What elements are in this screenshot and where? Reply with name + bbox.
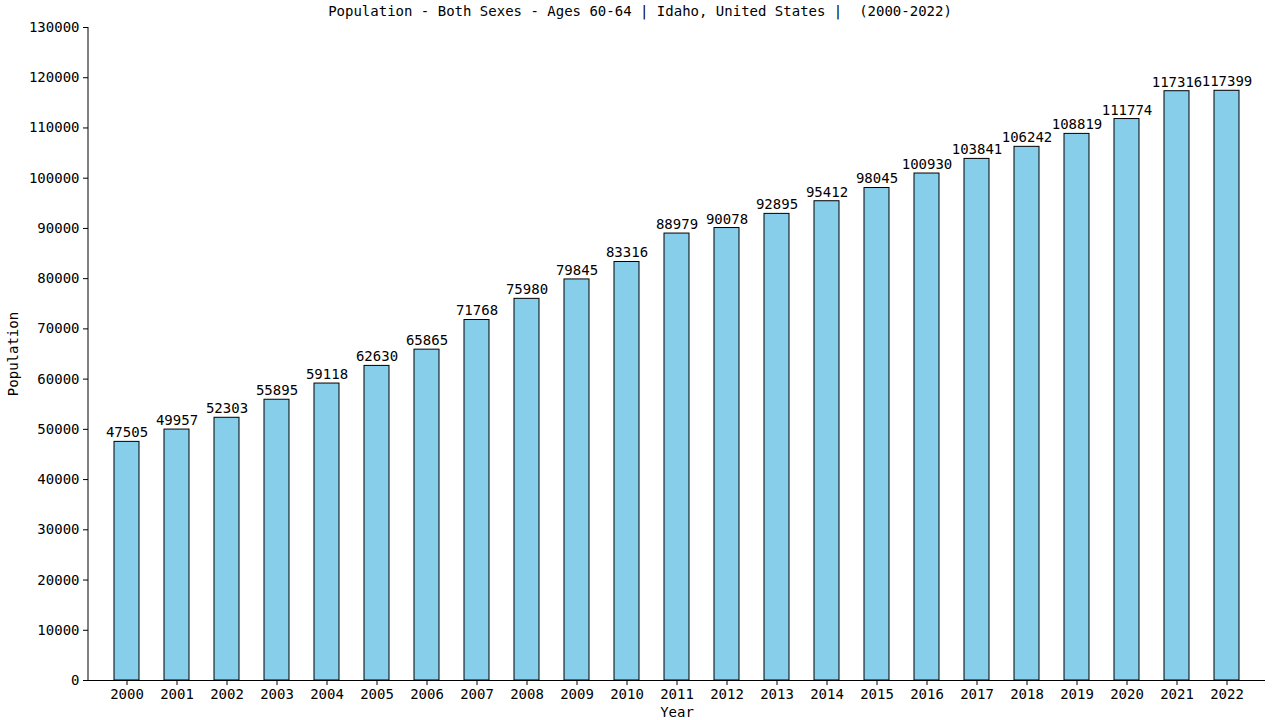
svg-text:110000: 110000 bbox=[29, 119, 80, 135]
svg-text:2006: 2006 bbox=[410, 686, 444, 702]
svg-text:10000: 10000 bbox=[37, 622, 79, 638]
svg-text:120000: 120000 bbox=[29, 69, 80, 85]
svg-text:117399: 117399 bbox=[1202, 73, 1253, 89]
svg-text:79845: 79845 bbox=[556, 262, 598, 278]
svg-text:2018: 2018 bbox=[1010, 686, 1044, 702]
svg-text:2014: 2014 bbox=[810, 686, 844, 702]
svg-text:2013: 2013 bbox=[760, 686, 794, 702]
svg-text:88979: 88979 bbox=[656, 216, 698, 232]
html-text:Population - Both Sexes - Ages: Population - Both Sexes - Ages 60-64 | I… bbox=[328, 3, 952, 19]
svg-text:2017: 2017 bbox=[960, 686, 994, 702]
svg-text:49957: 49957 bbox=[156, 412, 198, 428]
svg-text:2015: 2015 bbox=[860, 686, 894, 702]
svg-text:2000: 2000 bbox=[110, 686, 144, 702]
svg-text:2008: 2008 bbox=[510, 686, 544, 702]
svg-text:Population: Population bbox=[5, 312, 21, 396]
svg-text:106242: 106242 bbox=[1002, 129, 1053, 145]
svg-text:70000: 70000 bbox=[37, 320, 79, 336]
svg-text:92895: 92895 bbox=[756, 196, 798, 212]
svg-text:108819: 108819 bbox=[1052, 116, 1103, 132]
svg-text:100000: 100000 bbox=[29, 170, 80, 186]
svg-text:59118: 59118 bbox=[306, 366, 348, 382]
svg-text:2012: 2012 bbox=[710, 686, 744, 702]
svg-text:2005: 2005 bbox=[360, 686, 394, 702]
svg-text:71768: 71768 bbox=[456, 302, 498, 318]
svg-text:60000: 60000 bbox=[37, 371, 79, 387]
svg-text:75980: 75980 bbox=[506, 281, 548, 297]
svg-text:83316: 83316 bbox=[606, 244, 648, 260]
svg-text:2020: 2020 bbox=[1110, 686, 1144, 702]
svg-text:80000: 80000 bbox=[37, 270, 79, 286]
svg-text:2001: 2001 bbox=[160, 686, 194, 702]
svg-text:30000: 30000 bbox=[37, 521, 79, 537]
svg-text:2022: 2022 bbox=[1210, 686, 1244, 702]
svg-text:90000: 90000 bbox=[37, 220, 79, 236]
svg-text:2011: 2011 bbox=[660, 686, 694, 702]
svg-text:2002: 2002 bbox=[210, 686, 244, 702]
svg-text:2004: 2004 bbox=[310, 686, 344, 702]
svg-text:103841: 103841 bbox=[952, 141, 1003, 157]
svg-text:20000: 20000 bbox=[37, 572, 79, 588]
svg-text:2007: 2007 bbox=[460, 686, 494, 702]
svg-text:65865: 65865 bbox=[406, 332, 448, 348]
svg-text:2009: 2009 bbox=[560, 686, 594, 702]
svg-text:2016: 2016 bbox=[910, 686, 944, 702]
svg-text:62630: 62630 bbox=[356, 348, 398, 364]
svg-text:90078: 90078 bbox=[706, 211, 748, 227]
svg-text:50000: 50000 bbox=[37, 421, 79, 437]
svg-text:52303: 52303 bbox=[206, 400, 248, 416]
svg-text:111774: 111774 bbox=[1102, 102, 1153, 118]
svg-text:55895: 55895 bbox=[256, 382, 298, 398]
svg-text:Year: Year bbox=[660, 704, 694, 720]
svg-text:100930: 100930 bbox=[902, 156, 953, 172]
svg-text:98045: 98045 bbox=[856, 170, 898, 186]
svg-text:95412: 95412 bbox=[806, 184, 848, 200]
svg-text:117316: 117316 bbox=[1152, 74, 1203, 90]
svg-text:2019: 2019 bbox=[1060, 686, 1094, 702]
svg-text:2010: 2010 bbox=[610, 686, 644, 702]
svg-text:2003: 2003 bbox=[260, 686, 294, 702]
svg-text:130000: 130000 bbox=[29, 22, 80, 35]
svg-text:2021: 2021 bbox=[1160, 686, 1194, 702]
svg-text:47505: 47505 bbox=[106, 424, 148, 440]
svg-text:40000: 40000 bbox=[37, 471, 79, 487]
svg-text:0: 0 bbox=[71, 672, 79, 688]
